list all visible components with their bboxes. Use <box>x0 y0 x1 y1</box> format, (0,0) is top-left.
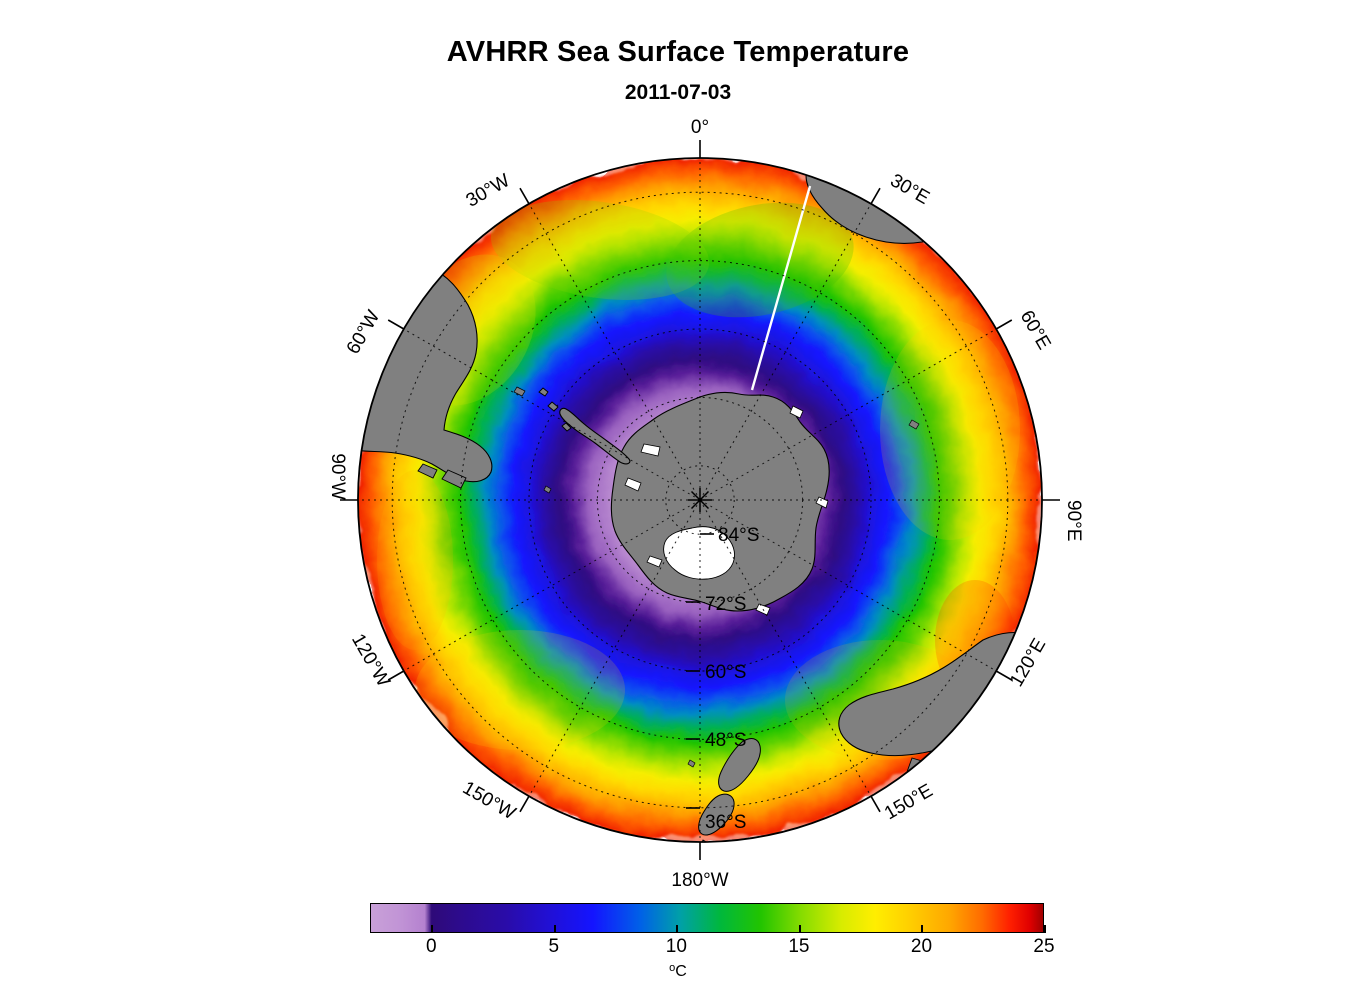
lat-label-60S: 60°S <box>705 662 746 683</box>
colorbar-unit-label: oC <box>669 962 687 980</box>
lat-label-84S: 84°S <box>718 525 759 546</box>
lat-label-48S: 48°S <box>705 730 746 751</box>
lon-label-90W: 90°W <box>327 453 348 500</box>
lon-label-150E: 150°E <box>881 780 937 824</box>
colorbar-label-0: 0 <box>425 936 437 957</box>
lon-label-30E: 30°E <box>887 170 933 209</box>
colorbar-gradient <box>371 904 1043 932</box>
lon-label-60E: 60°E <box>1016 307 1055 353</box>
colorbar-label-15: 15 <box>788 936 810 957</box>
colorbar-label-10: 10 <box>665 936 687 957</box>
land-new-zealand <box>698 738 761 836</box>
latitude-label-group: 84°S 72°S 60°S 48°S 36°S <box>705 525 759 833</box>
land-antarctic-peninsula <box>559 407 631 465</box>
subantarctic-islands <box>513 386 920 768</box>
longitude-ticks <box>340 140 1060 860</box>
colorbar-label-20: 20 <box>910 936 933 957</box>
colorbar-tick-labels: 0 5 10 15 20 25 <box>370 936 1055 964</box>
colorbar[interactable] <box>370 903 1044 933</box>
graticule <box>358 158 1042 842</box>
lon-label-180W: 180°W <box>671 870 728 891</box>
ice-shelf-amery <box>755 405 829 616</box>
latitude-ticks <box>686 533 714 809</box>
south-pole-marker <box>688 488 712 512</box>
lon-label-60W: 60°W <box>343 307 385 358</box>
lon-label-120E: 120°E <box>1006 635 1050 691</box>
lon-label-30W: 30°W <box>463 170 514 212</box>
colorbar-label-5: 5 <box>548 936 560 957</box>
data-gap-line <box>750 185 812 391</box>
lat-label-36S: 36°S <box>705 812 746 833</box>
ice-shelf-filchner <box>624 443 663 568</box>
colorbar-label-25: 25 <box>1033 936 1055 957</box>
lat-label-72S: 72°S <box>705 594 746 615</box>
lon-label-0: 0° <box>691 117 709 138</box>
lon-label-90E: 90°E <box>1063 500 1084 541</box>
ice-shelf-ross <box>663 526 735 580</box>
